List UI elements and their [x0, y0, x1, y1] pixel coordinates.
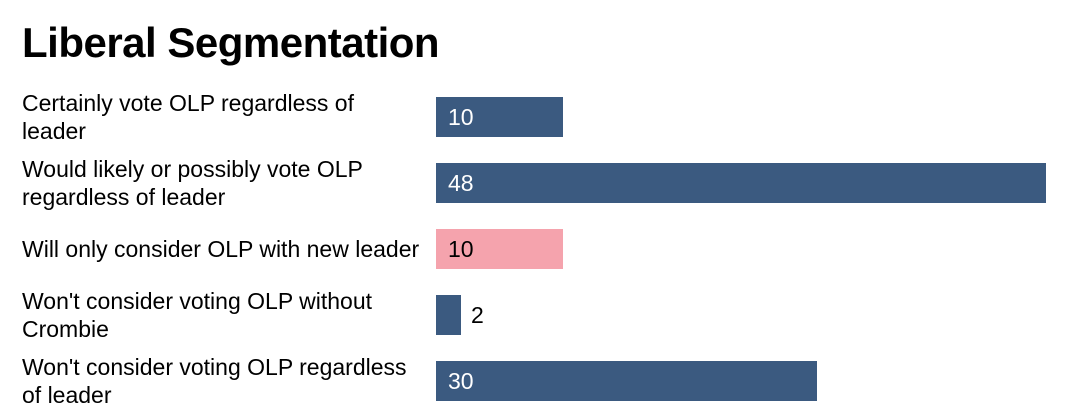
bar-row: Won't consider voting OLP without Crombi… [0, 287, 1068, 353]
bar [436, 163, 1046, 203]
category-label: Won't consider voting OLP regardless of … [22, 354, 407, 408]
bar-row: Certainly vote OLP regardless of leader 1… [0, 89, 1068, 155]
bar [436, 97, 563, 137]
category-label: Won't consider voting OLP without Crombi… [22, 288, 373, 342]
bar-row: Won't consider voting OLP regardless of … [0, 353, 1068, 419]
bar-value-label: 48 [448, 170, 474, 196]
bar-row: Would likely or possibly vote OLP regard… [0, 155, 1068, 221]
bar-value-label: 10 [448, 236, 474, 262]
bar-value-label: 30 [448, 368, 474, 394]
category-label: Will only consider OLP with new leader [22, 236, 420, 262]
bar [436, 229, 563, 269]
category-label: Certainly vote OLP regardless of leader [22, 90, 354, 144]
bar-value-label: 10 [448, 104, 474, 130]
category-label: Would likely or possibly vote OLP regard… [22, 156, 363, 210]
bar [436, 361, 817, 401]
bar [436, 295, 461, 335]
bar-value-label: 2 [471, 302, 484, 328]
chart-title: Liberal Segmentation [22, 19, 440, 66]
bar-row: Will only consider OLP with new leader 10 [0, 221, 1068, 287]
